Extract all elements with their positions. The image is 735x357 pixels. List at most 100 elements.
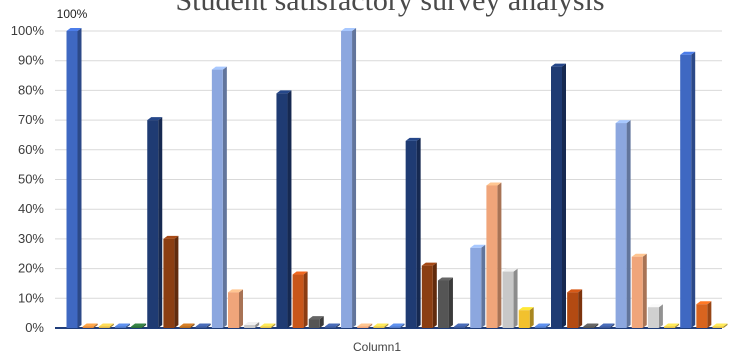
bar [647,304,663,328]
bar-side [610,323,615,328]
bar-side [287,90,292,329]
bar-top [534,323,550,327]
bar [405,137,421,328]
bar-top [276,90,292,94]
y-tick-label: 20% [18,261,44,276]
bar-side [384,323,389,328]
y-tick-label: 100% [11,23,45,38]
bar-front [357,326,369,328]
bar-side [675,323,680,328]
bar-front [551,66,562,328]
y-tick-label: 60% [18,142,44,157]
y-tick-label: 10% [18,290,44,305]
bar-top [292,271,308,275]
bar-front [82,326,94,328]
bar [470,244,486,328]
bar-front [486,185,498,328]
bar [486,182,502,328]
bar-top [502,268,518,272]
bar-side [206,323,211,328]
bar-top [163,235,179,239]
x-axis-label: Column1 [353,340,401,354]
bar-front [680,54,692,328]
bar-side [416,137,421,328]
bar-front [631,256,643,328]
bar-front [147,120,159,328]
bar-side [77,28,82,328]
bar-top [66,28,82,31]
bar-side [190,323,195,328]
bar-front [470,247,482,328]
bar-front [421,265,433,328]
bar-side [497,182,502,328]
bar-front [341,31,353,328]
bar-front [228,292,239,328]
bar-front [373,326,385,328]
bar-side [271,323,276,328]
y-tick-label: 80% [18,82,44,97]
bar-side [222,66,227,329]
bar-side [368,323,373,328]
bar-front [389,326,401,328]
bar-top [244,322,260,326]
bar-front [599,326,611,328]
bar-side [239,289,243,328]
bar-front [712,326,724,328]
y-tick-label: 0% [25,320,44,335]
bar [631,253,647,328]
bar [82,323,98,328]
bar [131,323,147,328]
bar-front [518,310,530,328]
bar-front [454,326,466,328]
bar [664,323,680,328]
bar [292,271,308,328]
bar [712,323,728,328]
data-label: 100% [57,7,88,21]
bar-top [680,51,696,55]
bar-front [405,140,417,328]
bar-front [615,123,627,328]
bar-front [567,292,579,328]
bar-top [357,323,373,327]
bars [66,28,728,329]
bar-top [373,323,389,327]
bar-front [211,69,223,329]
bar-side [352,28,357,328]
y-tick-label: 30% [18,231,44,246]
bar-side [513,268,518,328]
bar-side [93,323,98,328]
bar-side [578,289,583,328]
bar-top [114,323,130,327]
bar-side [658,304,663,328]
bar-top [567,289,583,293]
data-labels: 100% [57,7,88,21]
bar [228,289,243,328]
bar-top [696,301,712,305]
bar-top [179,323,195,327]
bar-top [308,316,324,320]
bar-front [179,326,191,328]
bar-front [276,93,288,329]
bar [114,323,130,328]
bar-side [465,323,470,328]
y-tick-label: 40% [18,201,44,216]
bar-top [599,323,615,327]
bar-side [158,117,163,328]
bar-side [400,323,405,328]
bar [599,323,615,328]
bar-side [594,323,599,328]
bar-top [405,137,421,141]
bar [357,323,373,328]
bar [454,323,470,328]
bar-side [303,271,308,328]
bar-side [335,323,340,328]
bar-top [712,323,728,327]
bar [66,28,82,328]
bar-front [534,326,546,328]
bar-front [66,31,78,328]
bar-side [626,120,631,328]
bar-top [647,304,663,308]
y-tick-label: 70% [18,112,44,127]
bar [696,301,712,328]
bar [437,277,453,328]
